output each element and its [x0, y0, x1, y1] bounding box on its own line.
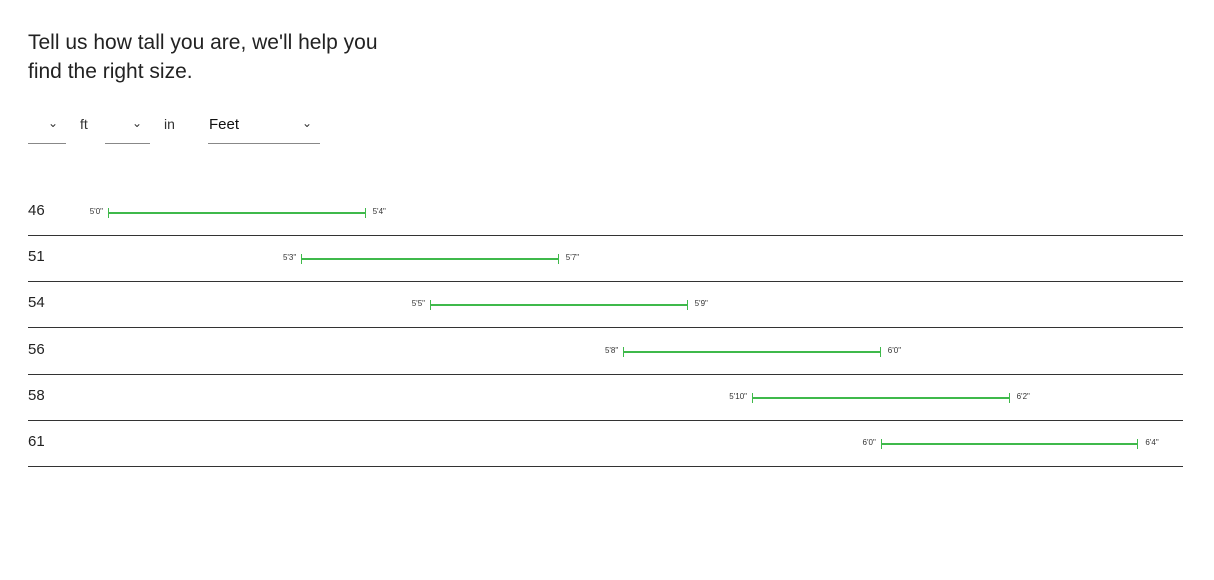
min-height-label: 6'0" — [862, 438, 876, 447]
max-height-label: 5'7" — [565, 253, 580, 263]
size-label: 46 — [28, 202, 45, 219]
min-height-label: 5'10" — [729, 391, 747, 401]
chevron-down-icon: ⌄ — [302, 116, 313, 130]
min-height-label: 5'5" — [411, 299, 425, 309]
size-label: 56 — [28, 340, 45, 358]
max-height-label: 6'2" — [1016, 391, 1030, 401]
unit-select[interactable]: Feet ⌄ — [208, 112, 320, 144]
height-range-bar — [623, 346, 881, 357]
min-height-label: 5'8" — [604, 345, 619, 355]
size-label: 54 — [28, 294, 45, 312]
height-range-bar — [108, 208, 366, 218]
size-row: 46 5'0" 5'4" — [28, 189, 1183, 236]
chevron-down-icon: ⌄ — [132, 116, 143, 130]
height-range-bar — [301, 254, 559, 265]
unit-select-value: Feet — [209, 116, 240, 133]
size-row: 61 6'0" 6'4" — [28, 420, 1183, 467]
chevron-down-icon: ⌄ — [48, 116, 59, 130]
page-heading: Tell us how tall you are, we'll help you… — [28, 31, 378, 83]
inches-select[interactable]: ⌄ — [105, 112, 150, 144]
max-height-label: 6'4" — [1145, 438, 1159, 447]
feet-select[interactable]: ⌄ — [28, 112, 66, 144]
inches-unit-label: in — [164, 116, 175, 132]
size-label: 61 — [28, 433, 45, 450]
max-height-label: 5'4" — [372, 207, 386, 216]
size-label: 51 — [28, 248, 45, 266]
size-row: 54 5'5" 5'9" — [28, 281, 1183, 329]
min-height-label: 5'3" — [282, 253, 297, 263]
max-height-label: 6'0" — [887, 345, 902, 355]
max-height-label: 5'9" — [694, 299, 708, 309]
size-label: 58 — [28, 386, 45, 404]
size-row: 58 5'10" 6'2" — [28, 374, 1183, 421]
min-height-label: 5'0" — [89, 207, 103, 216]
size-row: 56 5'8" 6'0" — [28, 328, 1183, 375]
height-range-bar — [880, 439, 1139, 449]
height-range-bar — [430, 300, 688, 311]
feet-unit-label: ft — [80, 116, 88, 132]
height-range-bar — [752, 392, 1010, 403]
size-row: 51 5'3" 5'7" — [28, 235, 1183, 283]
